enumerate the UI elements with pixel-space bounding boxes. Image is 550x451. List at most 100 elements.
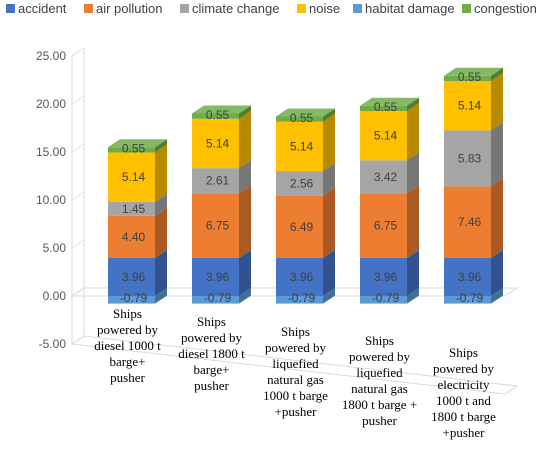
legend-label: air pollution: [96, 1, 163, 16]
data-label-air-pollution: 4.40: [122, 230, 146, 244]
category-label-line: liquefied: [356, 365, 403, 380]
bar-side: [155, 207, 167, 258]
data-label-congestion: 0.55: [122, 142, 146, 156]
bar-front: [276, 257, 323, 296]
bar-front: [192, 168, 239, 194]
category-label-line: Ships: [197, 314, 226, 329]
data-label-accident: 3.96: [290, 270, 314, 284]
data-label-air-pollution: 6.75: [374, 219, 398, 233]
y-tick-line: [71, 47, 85, 57]
bar-segment-noise: [192, 110, 251, 169]
bar-segment-climate-change: [192, 160, 251, 194]
bar-front: [360, 296, 407, 304]
bar-segment-climate-change: [276, 163, 335, 196]
bar-side: [155, 144, 167, 202]
y-tick-line: [71, 239, 85, 249]
y-axis: -5.00 0.00 5.00 10.00 15.00 20.00 25.00: [36, 49, 66, 351]
bar-segment-accident: [192, 249, 251, 296]
legend-item-congestion: congestion: [462, 1, 537, 16]
x-axis-category-labels: Ships powered by diesel 1000 t barge+ pusher…: [94, 306, 496, 440]
data-label-habitat-damage: -0.79: [288, 291, 316, 305]
bar-front: [276, 296, 323, 304]
y-tick-label: 0.00: [43, 289, 67, 303]
category-label-line: diesel 1000 t: [94, 338, 161, 353]
category-label-5: Ships powered by electricity 1000 t and 1800…: [431, 345, 496, 440]
legend-swatch: [462, 4, 471, 13]
category-label-line: barge+: [194, 362, 230, 377]
bar-side: [491, 249, 503, 296]
bar-segment-noise: [276, 113, 335, 172]
category-label-line: barge+: [110, 354, 146, 369]
y-tick-line: [71, 191, 85, 201]
bar-segment-air-pollution: [444, 178, 503, 258]
bar-segment-climate-change: [360, 152, 419, 194]
bar-side: [323, 288, 335, 304]
category-label-line: powered by: [349, 349, 411, 364]
legend-label: accident: [18, 1, 67, 16]
category-label-line: 1800 t barge: [431, 409, 496, 424]
bar-segment-noise: [360, 103, 419, 161]
y-tick-label: -5.00: [39, 337, 67, 351]
data-label-congestion: 0.55: [290, 111, 314, 125]
data-label-habitat-damage: -0.79: [372, 291, 400, 305]
legend-swatch: [353, 4, 362, 13]
bar-side: [323, 113, 335, 172]
y-tick-label: 25.00: [36, 49, 66, 63]
bar-segment-habitat-damage: [192, 288, 251, 304]
category-label-2: Ships powered by diesel 1800 t barge+ pusher: [178, 314, 245, 393]
bar-front: [108, 152, 155, 202]
data-label-air-pollution: 6.75: [206, 219, 230, 233]
bar-front: [444, 257, 491, 296]
bar-segment-accident: [108, 249, 167, 296]
legend-item-habitat-damage: habitat damage: [353, 1, 455, 16]
bar-segment-congestion: [108, 139, 167, 153]
bar-segment-air-pollution: [360, 185, 419, 258]
category-label-line: 1800 t barge +: [342, 397, 417, 412]
data-labels: -0.79 3.96 4.40 1.45 5.14 0.55 -0.79 3.96 6.75 2.…: [120, 70, 484, 305]
data-label-noise: 5.14: [206, 136, 230, 150]
bar-segment-accident: [360, 249, 419, 296]
bar-front: [192, 193, 239, 258]
category-label-line: powered by: [433, 361, 495, 376]
category-label-line: Ships: [281, 324, 310, 339]
category-label-line: natural gas: [267, 372, 324, 387]
category-label-line: diesel 1800 t: [178, 346, 245, 361]
bar-front: [444, 186, 491, 258]
legend-label: congestion: [474, 1, 537, 16]
bar-side: [239, 249, 251, 296]
bar-side: [407, 249, 419, 296]
bar-front: [360, 105, 407, 112]
bar-front: [108, 147, 155, 153]
legend-item-climate-change: climate change: [180, 1, 279, 16]
bar-front: [360, 160, 407, 194]
legend-item-accident: accident: [6, 1, 67, 16]
y-tick-label: 5.00: [43, 241, 67, 255]
bar-side: [155, 249, 167, 296]
bar-top: [444, 67, 503, 76]
legend-swatch: [297, 4, 306, 13]
bar-side: [155, 288, 167, 304]
bar-stack-2: [192, 105, 251, 304]
bar-top: [192, 105, 251, 114]
bar-segment-air-pollution: [276, 187, 335, 258]
bar-side: [407, 185, 419, 258]
data-label-accident: 3.96: [206, 270, 230, 284]
bar-side: [323, 187, 335, 258]
bar-segment-climate-change: [444, 122, 503, 187]
bar-segment-air-pollution: [192, 185, 251, 258]
bar-stack-4: [360, 97, 419, 304]
y-tick-line: [71, 95, 85, 105]
data-label-climate-change: 5.83: [458, 151, 482, 165]
bar-side: [323, 108, 335, 122]
y-tick-line: [71, 287, 85, 297]
bar-front: [360, 193, 407, 258]
bar-front: [108, 201, 155, 216]
y-tick-label: 15.00: [36, 145, 66, 159]
bars: [108, 67, 503, 304]
category-label-line: powered by: [181, 330, 243, 345]
bar-segment-accident: [276, 249, 335, 296]
bar-front: [444, 81, 491, 131]
bar-side: [491, 67, 503, 82]
bar-segment-habitat-damage: [276, 288, 335, 304]
